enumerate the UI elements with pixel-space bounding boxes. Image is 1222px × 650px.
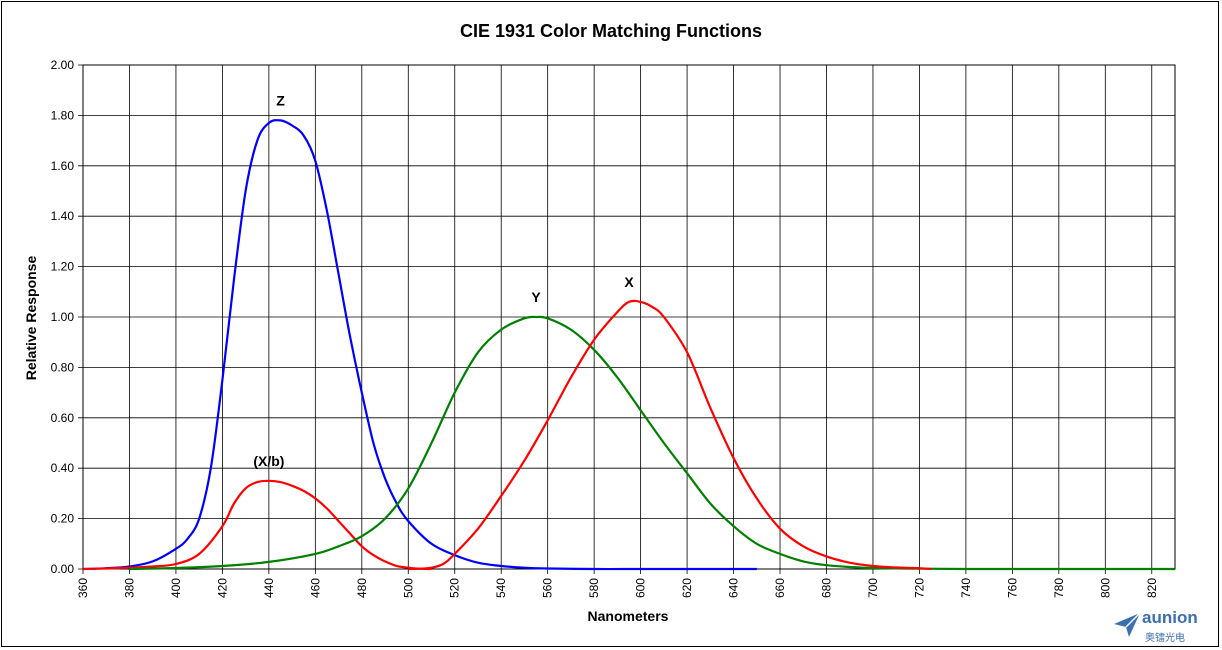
- x-tick-label: 700: [866, 578, 880, 598]
- x-tick-label: 380: [122, 578, 136, 598]
- y-tick-label: 1.60: [51, 159, 75, 173]
- y-tick-label: 1.20: [51, 260, 75, 274]
- y-tick-label: 0.20: [51, 512, 75, 526]
- x-axis-label: Nanometers: [588, 608, 669, 624]
- y-tick-label: 0.60: [51, 411, 75, 425]
- logo-text: aunion: [1142, 608, 1198, 627]
- series-line-z: [82, 119, 757, 571]
- x-tick-label: 440: [262, 578, 276, 598]
- y-axis-label: Relative Response: [23, 256, 39, 381]
- series-line-x: [408, 299, 932, 571]
- x-tick-labels: 360 380 400 420 440 460 480 500 520 540 560 580 600 6…: [76, 578, 1159, 598]
- x-tick-label: 400: [169, 578, 183, 598]
- x-tick-label: 580: [587, 578, 601, 598]
- y-tick-label: 0.40: [51, 461, 75, 475]
- x-tick-label: 460: [308, 578, 322, 598]
- series-lines: [82, 119, 1175, 571]
- y-tick-label: 1.40: [51, 209, 75, 223]
- x-tick-label: 500: [401, 578, 415, 598]
- x-tick-label: 680: [819, 578, 833, 598]
- y-tick-label: 2.00: [51, 58, 75, 72]
- x-tick-label: 360: [76, 578, 90, 598]
- x-tick-label: 740: [959, 578, 973, 598]
- chart-title: CIE 1931 Color Matching Functions: [460, 21, 762, 41]
- annotation-xb: (X/b): [253, 453, 284, 469]
- x-tick-label: 620: [680, 578, 694, 598]
- y-tick-label: 1.00: [51, 310, 75, 324]
- series-line-xb: [82, 479, 432, 571]
- x-tick-label: 800: [1098, 578, 1112, 598]
- x-tick-label: 720: [912, 578, 926, 598]
- x-tick-label: 540: [494, 578, 508, 598]
- x-tick-label: 520: [448, 578, 462, 598]
- series-line-y: [129, 315, 1175, 571]
- x-tick-label: 820: [1145, 578, 1159, 598]
- y-tick-label: 0.80: [51, 360, 75, 374]
- y-tick-label: 0.00: [51, 562, 75, 576]
- x-tick-label: 760: [1005, 578, 1019, 598]
- grid-lines: [78, 64, 1176, 574]
- x-tick-label: 660: [773, 578, 787, 598]
- x-tick-label: 640: [727, 578, 741, 598]
- annotation-x: X: [624, 274, 634, 290]
- x-tick-label: 780: [1052, 578, 1066, 598]
- x-tick-label: 420: [215, 578, 229, 598]
- paper-plane-icon: [1114, 612, 1141, 637]
- series-annotations: Z (X/b) Y X: [253, 92, 634, 468]
- x-tick-label: 560: [541, 578, 555, 598]
- x-tick-label: 480: [355, 578, 369, 598]
- x-tick-label: 600: [634, 578, 648, 598]
- annotation-z: Z: [276, 92, 285, 108]
- y-tick-label: 1.80: [51, 108, 75, 122]
- brand-logo: aunion 奥镭光电: [1112, 606, 1212, 646]
- y-tick-labels: 0.00 0.20 0.40 0.60 0.80 1.00 1.20 1.40 1.60 1.80…: [51, 58, 75, 576]
- logo-subtext: 奥镭光电: [1145, 633, 1185, 644]
- annotation-y: Y: [531, 289, 541, 305]
